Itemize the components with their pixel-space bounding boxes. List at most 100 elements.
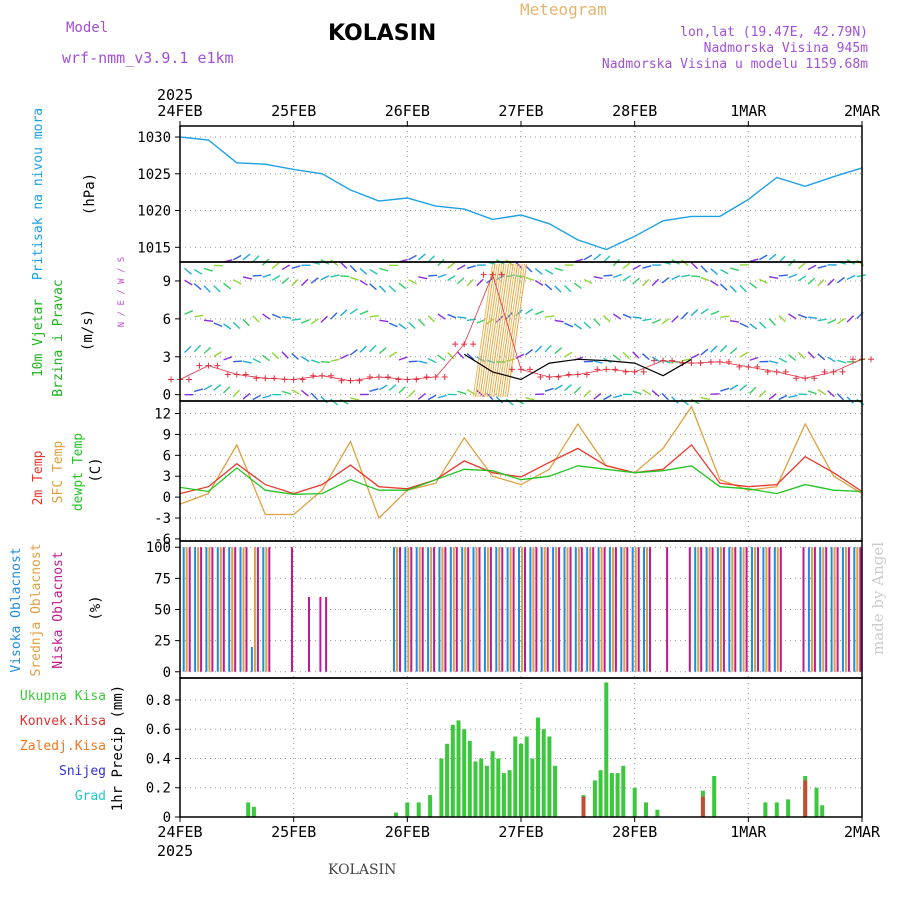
wind-barb [330, 312, 338, 320]
y-tick-label: 100 [146, 540, 171, 556]
wind-barb [739, 284, 747, 293]
wind-barb-dense [493, 263, 514, 398]
precip-bar [450, 724, 455, 817]
wind-barb [223, 282, 232, 290]
precip-bar [712, 776, 717, 817]
cloud-bar [859, 547, 862, 672]
year-label-bottom: 2025 [157, 842, 193, 860]
wind-barb-dense [504, 263, 525, 398]
cloud-bar [580, 547, 583, 672]
wind-barb [340, 275, 350, 278]
wind-barb [525, 308, 534, 315]
wind-barb [690, 261, 698, 270]
wind-barb [642, 318, 652, 322]
cloud-bar [603, 547, 606, 672]
cloud-bar [597, 547, 600, 672]
gust-marker [310, 372, 317, 379]
wind-barb [651, 390, 660, 397]
wind-barb [671, 315, 679, 323]
cloud-bar [506, 547, 509, 672]
wind-barb [680, 259, 689, 267]
wind-barb [232, 389, 241, 397]
cloud-bar [265, 547, 268, 672]
wind-barb [505, 398, 514, 406]
pressure-ylabel: (hPa) [82, 173, 98, 215]
lonlat-label: lon,lat (19.47E, 42.79N) [680, 25, 868, 40]
cloud-bar [197, 547, 200, 672]
cloud-side-label-2-text: Srednja Oblacnost [29, 543, 44, 676]
wind-barb [232, 279, 242, 285]
precip-bar [814, 787, 819, 817]
temp-side-label-2: SFC Temp [51, 441, 66, 504]
cloud-bar [637, 547, 640, 672]
cloud-bar [574, 547, 577, 672]
cloud-side-label-2: Srednja Oblacnost [29, 543, 44, 676]
x-tick-label-bottom-0: 24FEB [157, 823, 202, 841]
wind-barb [778, 394, 788, 401]
y-tick-label: 3 [163, 469, 171, 485]
wind-barb-dense [484, 263, 505, 398]
wind-barb [564, 322, 574, 328]
y-tick-label: 1025 [137, 167, 171, 183]
wind-barb [301, 318, 311, 324]
wind-barb [369, 314, 379, 318]
precip-bar [251, 806, 256, 817]
wind-ylabel: (m/s) [80, 309, 96, 351]
cloud-bar [250, 646, 253, 672]
precip-bar [536, 717, 540, 817]
cloud-bar [546, 547, 549, 672]
wind-barb [534, 345, 543, 353]
wind-barb [661, 318, 670, 325]
wind-barb [408, 279, 418, 285]
y-tick-label: 9 [163, 427, 171, 443]
precip-bar [553, 765, 558, 817]
wind-barb [252, 274, 262, 277]
wind-barb-dense [502, 263, 523, 398]
wind-barb [729, 384, 739, 391]
gust-marker [622, 368, 629, 375]
precip-legend-0: Ukupna Kisa [20, 689, 106, 704]
wind-barb-dense [472, 263, 494, 398]
gust-marker [651, 357, 658, 364]
cloud-bar [532, 547, 535, 672]
cloud-bar [853, 547, 856, 672]
cloud-bar [745, 547, 748, 672]
wind-barb [602, 255, 611, 263]
wind-barb [476, 318, 486, 324]
gust-marker [441, 373, 448, 380]
wind-barb [379, 319, 389, 323]
wind-barb [213, 285, 221, 293]
wind-barb [417, 318, 426, 327]
wind-barb [690, 353, 700, 359]
wind-barb [778, 357, 788, 364]
wind-barb [203, 384, 213, 391]
cloud-bar [524, 547, 526, 672]
cloud-ylabel-text: (%) [88, 595, 104, 620]
gust-marker [470, 341, 477, 348]
wind-barb [408, 321, 416, 330]
cloud-bar [728, 547, 731, 672]
wind-barb [437, 273, 447, 279]
wind-barb [612, 313, 622, 320]
wind-barb [807, 351, 815, 359]
cloud-bar [535, 547, 538, 672]
cloud-bar [751, 547, 753, 672]
wind-barb [700, 396, 710, 401]
wind-barb [622, 313, 632, 319]
gust-marker [196, 362, 203, 369]
wind-barb [749, 323, 758, 330]
wind-barb [242, 392, 251, 400]
wind-barb [271, 313, 281, 319]
wind-barb [768, 275, 779, 279]
precip-bar [655, 809, 660, 817]
wind-barb [184, 267, 192, 275]
wind-barb [817, 389, 826, 395]
cloud-bar [841, 547, 844, 672]
gust-marker [356, 377, 363, 384]
wind-barb [739, 351, 748, 358]
wind-barb [349, 349, 358, 356]
precip-legend-1: Konvek.Kisa [20, 714, 106, 729]
cloud-bar [634, 547, 637, 672]
wind-barb [203, 285, 211, 293]
precip-bar [484, 765, 489, 817]
